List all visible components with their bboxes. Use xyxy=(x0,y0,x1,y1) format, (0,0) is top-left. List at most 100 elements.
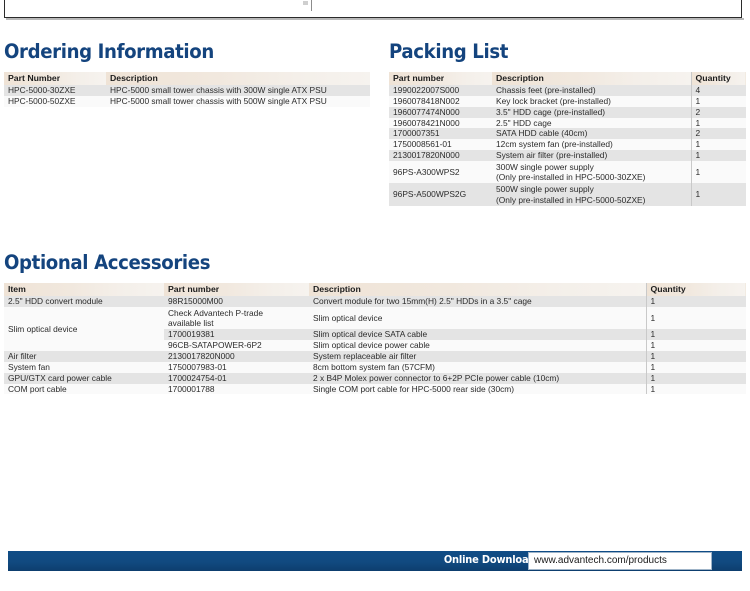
table-cell: 1960078418N002 xyxy=(389,95,492,107)
table-cell: HPC-5000 small tower chassis with 300W s… xyxy=(106,85,370,96)
table-cell: 2130017820N000 xyxy=(389,150,492,161)
table-row: 96PS-A500WPS2G 500W single power supply (O… xyxy=(389,183,746,206)
table-cell: 1750008561-01 xyxy=(389,139,492,150)
table-cell-part-number: Check Advantech P-trade available list xyxy=(164,306,309,330)
table-cell: 1 xyxy=(690,160,746,184)
table-cell-description: Single COM port cable for HPC-5000 rear … xyxy=(309,383,646,395)
table-cell: SATA HDD cable (40cm) xyxy=(492,128,691,140)
table-row: 1750008561-01 12cm system fan (pre-instal… xyxy=(389,139,746,150)
footer-url-text[interactable]: www.advantech.com/products xyxy=(534,555,667,566)
table-cell-item: GPU/GTX card power cable xyxy=(4,372,164,384)
table-cell-part-number: 1700019381 xyxy=(164,329,309,341)
footer-online-download-label: Online Download xyxy=(443,554,535,566)
table-cell-description: Slim optical device SATA cable xyxy=(309,329,646,341)
table-row: Air filter 2130017820N000 System replaceab… xyxy=(4,351,746,362)
section-title-optional-accessories: Optional Accessories xyxy=(4,251,211,274)
table-cell-description: 2 x B4P Molex power connector to 6+2P PC… xyxy=(309,372,646,384)
table-cell: 2.5" HDD cage xyxy=(492,117,691,129)
table-cell-quantity: 1 xyxy=(645,361,746,373)
ordering-information-table: Part Number Description HPC-5000-30ZXE HPC… xyxy=(4,72,370,107)
table-row: 1700019381 Slim optical device SATA cable… xyxy=(4,329,746,341)
table-cell-description: System replaceable air filter xyxy=(309,351,646,362)
column-header-description: Description xyxy=(106,72,370,86)
column-header-part-number: Part number xyxy=(164,283,309,297)
table-row: COM port cable 1700001788 Single COM port … xyxy=(4,383,746,395)
table-cell-item: Slim optical device xyxy=(4,306,164,352)
table-cell-quantity: 1 xyxy=(645,383,746,395)
table-cell: 1 xyxy=(690,183,746,206)
table-cell: HPC-5000-30ZXE xyxy=(4,85,106,96)
table-cell: 2 xyxy=(690,106,746,118)
column-header-description: Description xyxy=(309,283,646,297)
table-cell: 500W single power supply (Only pre-instal… xyxy=(492,183,691,206)
table-row: Slim optical device Check Advantech P-tra… xyxy=(4,306,746,352)
table-row: 1960077474N000 3.5" HDD cage (pre-install… xyxy=(389,106,746,118)
cropped-content-box xyxy=(4,0,742,18)
table-cell: 1960078421N000 xyxy=(389,117,492,129)
table-cell-part-number: 1700024754-01 xyxy=(164,372,309,384)
table-cell-item: COM port cable xyxy=(4,383,164,395)
table-cell-quantity: 1 xyxy=(645,306,746,330)
table-header-row: Part number Description Quantity xyxy=(389,72,746,86)
table-row: 1700007351 SATA HDD cable (40cm) 2 xyxy=(389,128,746,140)
column-header-quantity: Quantity xyxy=(690,72,746,86)
table-cell: HPC-5000-50ZXE xyxy=(4,95,106,107)
packing-list-table: Part number Description Quantity 199002200… xyxy=(389,72,746,206)
table-cell-quantity: 1 xyxy=(645,372,746,384)
table-cell-quantity: 1 xyxy=(645,351,746,362)
text-cursor-icon xyxy=(311,0,312,11)
column-header-item: Item xyxy=(4,283,164,297)
section-title-packing-list: Packing List xyxy=(389,40,509,63)
table-cell-part-number: 98R15000M00 xyxy=(164,296,309,307)
table-cell: Key lock bracket (pre-installed) xyxy=(492,95,691,107)
table-cell: 12cm system fan (pre-installed) xyxy=(492,139,691,150)
table-cell-description: Slim optical device power cable xyxy=(309,340,646,352)
table-cell: HPC-5000 small tower chassis with 500W s… xyxy=(106,95,370,107)
table-row: 2130017820N000 System air filter (pre-ins… xyxy=(389,150,746,161)
table-row: 1990022007S000 Chassis feet (pre-installe… xyxy=(389,85,746,96)
table-cell-quantity: 1 xyxy=(645,329,746,341)
table-cell: 2 xyxy=(690,128,746,140)
table-row: HPC-5000-50ZXE HPC-5000 small tower chass… xyxy=(4,95,370,107)
table-cell-description: 8cm bottom system fan (57CFM) xyxy=(309,361,646,373)
table-cell: 1700007351 xyxy=(389,128,492,140)
table-cell-part-number: 96CB-SATAPOWER-6P2 xyxy=(164,340,309,352)
column-header-quantity: Quantity xyxy=(645,283,746,297)
table-header-row: Item Part number Description Quantity xyxy=(4,283,746,297)
table-cell-part-number: 1750007983-01 xyxy=(164,361,309,373)
column-header-part-number: Part Number xyxy=(4,72,106,86)
table-row: 1960078421N000 2.5" HDD cage 1 xyxy=(389,117,746,129)
table-cell: 1 xyxy=(690,117,746,129)
table-header-row: Part Number Description xyxy=(4,72,370,86)
optional-accessories-table: Item Part number Description Quantity 2.5" … xyxy=(4,283,746,395)
table-row: 2.5" HDD convert module 98R15000M00 Conver… xyxy=(4,296,746,307)
table-cell-part-number: 1700001788 xyxy=(164,383,309,395)
table-row: HPC-5000-30ZXE HPC-5000 small tower chass… xyxy=(4,85,370,96)
table-cell-description: Slim optical device xyxy=(309,306,646,330)
table-cell-item: System fan xyxy=(4,361,164,373)
table-row: 96CB-SATAPOWER-6P2 Slim optical device po… xyxy=(4,340,746,352)
footer-url-box[interactable] xyxy=(528,552,712,570)
table-cell: 1960077474N000 xyxy=(389,106,492,118)
table-cell-item: Air filter xyxy=(4,351,164,362)
cropped-content-box-shadow xyxy=(6,18,744,20)
table-cell-item: 2.5" HDD convert module xyxy=(4,296,164,307)
table-cell-quantity: 1 xyxy=(645,296,746,307)
table-cell: 96PS-A500WPS2G xyxy=(389,183,492,206)
table-cell: System air filter (pre-installed) xyxy=(492,150,691,161)
table-cell-part-number: 2130017820N000 xyxy=(164,351,309,362)
table-cell-description: Convert module for two 15mm(H) 2.5" HDDs… xyxy=(309,296,646,307)
table-cell: 1 xyxy=(690,150,746,161)
table-cell: Chassis feet (pre-installed) xyxy=(492,85,691,96)
table-cell: 1 xyxy=(690,95,746,107)
table-row: 96PS-A300WPS2 300W single power supply (On… xyxy=(389,160,746,184)
table-cell: 1990022007S000 xyxy=(389,85,492,96)
column-header-description: Description xyxy=(492,72,691,86)
table-row: GPU/GTX card power cable 1700024754-01 2 x… xyxy=(4,372,746,384)
table-row: 1960078418N002 Key lock bracket (pre-inst… xyxy=(389,95,746,107)
table-cell: 3.5" HDD cage (pre-installed) xyxy=(492,106,691,118)
table-cell: 1 xyxy=(690,139,746,150)
table-cell: 4 xyxy=(690,85,746,96)
text-cursor-smudge xyxy=(303,1,308,5)
table-row: System fan 1750007983-01 8cm bottom system… xyxy=(4,361,746,373)
